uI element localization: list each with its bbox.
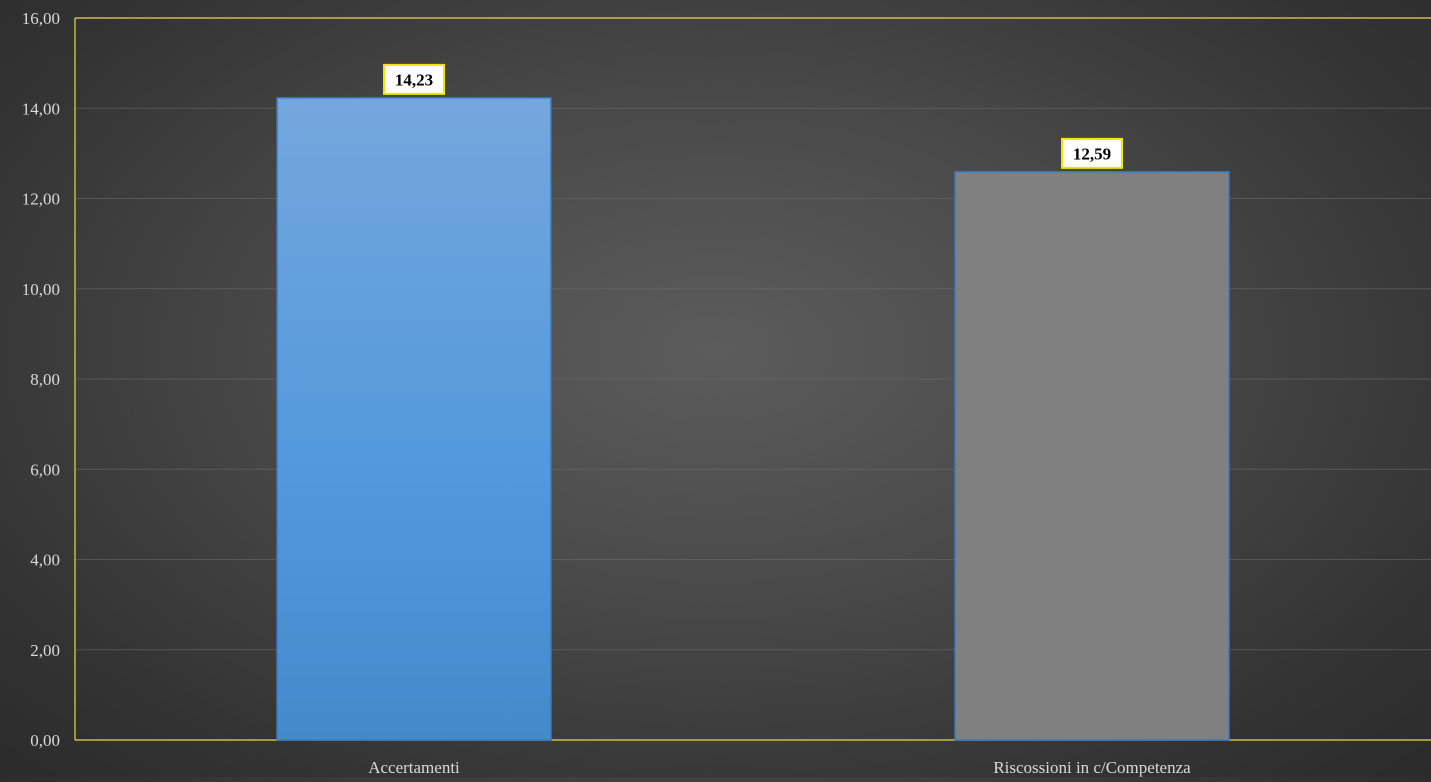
x-tick-label: Riscossioni in c/Competenza bbox=[993, 758, 1191, 777]
y-tick-label: 8,00 bbox=[30, 370, 60, 389]
y-tick-label: 0,00 bbox=[30, 731, 60, 750]
x-tick-labels: Accertamenti Riscossioni in c/Competenza bbox=[368, 758, 1191, 777]
data-label-text: 12,59 bbox=[1073, 144, 1111, 163]
data-label-1: 14,23 bbox=[383, 63, 445, 95]
data-label-box bbox=[1061, 137, 1123, 169]
data-label-box bbox=[383, 63, 445, 95]
bars bbox=[276, 97, 1230, 741]
x-tick-label: Accertamenti bbox=[368, 758, 460, 777]
y-tick-label: 2,00 bbox=[30, 641, 60, 660]
y-tick-label: 14,00 bbox=[22, 99, 60, 118]
y-tick-label: 12,00 bbox=[22, 190, 60, 209]
data-label-text: 14,23 bbox=[395, 70, 433, 89]
y-tick-label: 16,00 bbox=[22, 9, 60, 28]
bar-1 bbox=[276, 97, 552, 741]
data-label-2: 12,59 bbox=[1061, 137, 1123, 169]
y-tick-label: 6,00 bbox=[30, 460, 60, 479]
data-labels: 14,23 12,59 bbox=[383, 63, 1123, 169]
y-tick-label: 4,00 bbox=[30, 551, 60, 570]
bar-2 bbox=[954, 171, 1230, 741]
y-tick-labels: 0,00 2,00 4,00 6,00 8,00 10,00 12,00 14,00 16,00 bbox=[22, 9, 60, 750]
y-tick-label: 10,00 bbox=[22, 280, 60, 299]
